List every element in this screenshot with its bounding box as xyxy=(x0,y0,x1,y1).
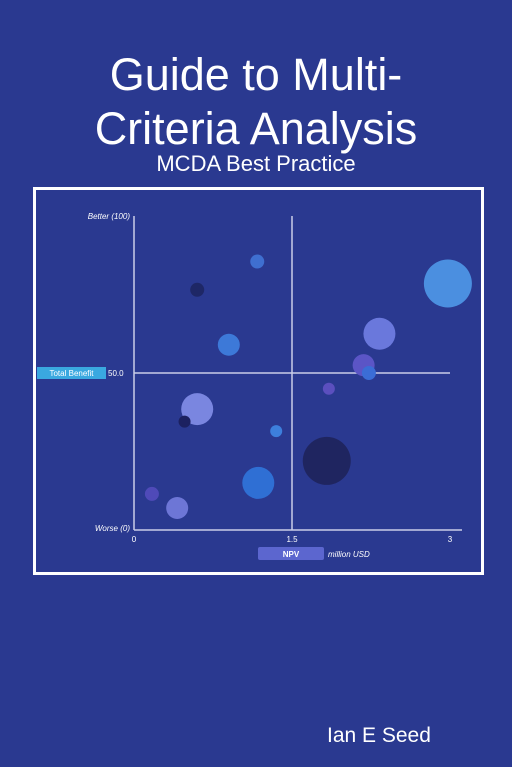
chart-axes xyxy=(133,216,462,531)
chart-points xyxy=(144,254,472,520)
x-axis-unit-label: million USD xyxy=(328,550,370,559)
data-point-8 xyxy=(322,382,335,395)
chart-frame xyxy=(33,187,484,575)
data-point-1 xyxy=(423,259,472,308)
data-point-12 xyxy=(302,436,351,485)
cover-title-line-1: Guide to Multi- xyxy=(109,49,403,100)
data-point-11 xyxy=(270,425,283,438)
x-tick-label-2: 1.5 xyxy=(286,535,298,544)
data-point-13 xyxy=(242,466,275,499)
y-axis-tag-label: Total Benefit xyxy=(49,369,94,378)
y-axis-bottom-label: Worse (0) xyxy=(95,524,130,533)
data-point-4 xyxy=(363,317,396,350)
data-point-5 xyxy=(217,333,240,356)
cover-author: Ian E Seed xyxy=(327,724,431,747)
data-point-3 xyxy=(190,282,205,297)
cover-subtitle: MCDA Best Practice xyxy=(156,151,356,176)
data-point-9 xyxy=(181,393,214,426)
data-point-14 xyxy=(144,486,159,501)
cover-title-line-2: Criteria Analysis xyxy=(94,103,418,154)
data-point-10 xyxy=(178,415,191,428)
y-mid-tick-label: 50.0 xyxy=(108,369,124,378)
data-point-7 xyxy=(361,366,376,380)
chart-labels: Better (100) Worse (0) Total Benefit 50.0 0 1… xyxy=(37,212,453,560)
npv-tag-bg xyxy=(258,547,324,560)
x-axis-tag-label: NPV xyxy=(283,550,300,559)
y-axis-top-label: Better (100) xyxy=(88,212,131,221)
x-tick-label-1: 0 xyxy=(132,535,137,544)
total-benefit-tag-bg xyxy=(37,367,106,379)
x-tick-label-3: 3 xyxy=(448,535,453,544)
data-point-15 xyxy=(166,497,189,520)
data-point-2 xyxy=(250,254,265,269)
